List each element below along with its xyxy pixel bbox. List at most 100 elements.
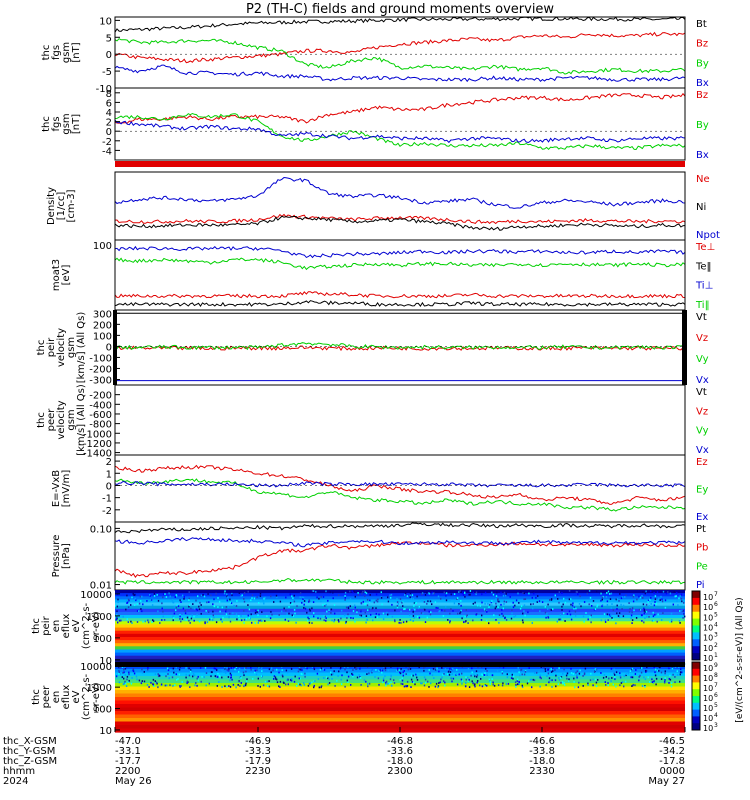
speckle [146, 684, 149, 686]
x-axis-value: -46.6 [529, 736, 555, 747]
speckle [369, 594, 371, 596]
speckle [555, 674, 557, 677]
speckle [619, 672, 621, 675]
speckle [630, 617, 632, 620]
speckle [416, 595, 418, 598]
speckle [667, 591, 669, 593]
speckle [409, 596, 411, 599]
speckle [174, 596, 176, 598]
speckle [179, 614, 181, 616]
x-axis-value: May 27 [648, 776, 685, 787]
speckle [243, 600, 246, 603]
speckle [127, 621, 129, 623]
speckle [118, 669, 120, 672]
speckle [382, 681, 384, 684]
speckle [346, 617, 348, 619]
speckle [517, 683, 519, 686]
y-axis-label: Pressure [51, 535, 62, 578]
speckle [126, 678, 128, 681]
speckle [153, 595, 156, 597]
y-axis-label: thc [36, 340, 47, 356]
speckle [236, 600, 238, 602]
speckle [497, 598, 499, 601]
speckle [437, 607, 439, 609]
speckle [322, 603, 324, 606]
speckle [663, 681, 666, 684]
speckle [211, 619, 214, 621]
speckle [223, 592, 226, 595]
speckle [433, 592, 435, 595]
y-axis-label: sr-eV) [91, 682, 102, 711]
speckle [254, 671, 256, 674]
speckle [605, 676, 607, 678]
speckle [646, 609, 648, 612]
speckle [154, 680, 156, 682]
speckle [140, 608, 142, 610]
x-axis-value: -46.9 [245, 736, 271, 747]
speckle [361, 592, 363, 595]
legend-entry-Ne: Ne [696, 174, 710, 185]
speckle [141, 668, 143, 671]
speckle [441, 667, 443, 669]
speckle [484, 602, 486, 605]
speckle [652, 681, 655, 684]
speckle [134, 604, 136, 606]
speckle [309, 609, 311, 612]
colorbar-tick-exponent: 9 [714, 662, 718, 669]
speckle [168, 592, 170, 595]
speckle [424, 682, 427, 684]
speckle [217, 672, 219, 675]
speckle [491, 604, 493, 607]
colorbar-segment [692, 653, 700, 661]
speckle [428, 669, 430, 671]
colorbar-segment [692, 689, 700, 697]
speckle [535, 596, 537, 599]
speckle [245, 617, 248, 620]
y-tick-label: -1400 [83, 449, 112, 460]
speckle [309, 608, 311, 611]
speckle [183, 596, 185, 598]
speckle [251, 621, 253, 624]
speckle [544, 605, 546, 608]
legend-entry-Te⊥: Te⊥ [695, 242, 715, 253]
speckle [661, 600, 664, 603]
y-tick-label: 1000 [87, 612, 112, 623]
speckle [364, 603, 366, 605]
speckle [156, 594, 158, 596]
speckle [511, 609, 513, 612]
speckle [569, 613, 572, 616]
speckle [226, 595, 228, 598]
speckle [440, 678, 442, 681]
speckle [198, 605, 200, 608]
y-tick-label: -600 [89, 410, 112, 421]
speckle [437, 685, 440, 687]
speckle [135, 675, 138, 678]
speckle [505, 593, 507, 595]
x-axis-value: -33.3 [245, 746, 271, 757]
series-line-Ez [114, 464, 686, 505]
speckle [653, 680, 655, 682]
speckle [125, 608, 127, 611]
speckle [338, 620, 340, 623]
speckle [263, 597, 265, 600]
speckle [322, 596, 325, 598]
speckle [245, 666, 247, 669]
speckle [218, 681, 220, 683]
speckle [531, 622, 533, 624]
speckle [468, 593, 470, 596]
speckle [640, 671, 643, 674]
speckle [532, 603, 534, 605]
speckle [623, 685, 625, 688]
speckle [662, 612, 664, 614]
colorbar-segment [692, 702, 700, 711]
speckle [437, 595, 440, 598]
speckle [126, 594, 128, 597]
speckle [279, 680, 282, 683]
speckle [569, 598, 572, 600]
speckle [296, 605, 298, 608]
speckle [669, 674, 671, 677]
speckle [673, 591, 675, 593]
speckle [247, 590, 249, 593]
